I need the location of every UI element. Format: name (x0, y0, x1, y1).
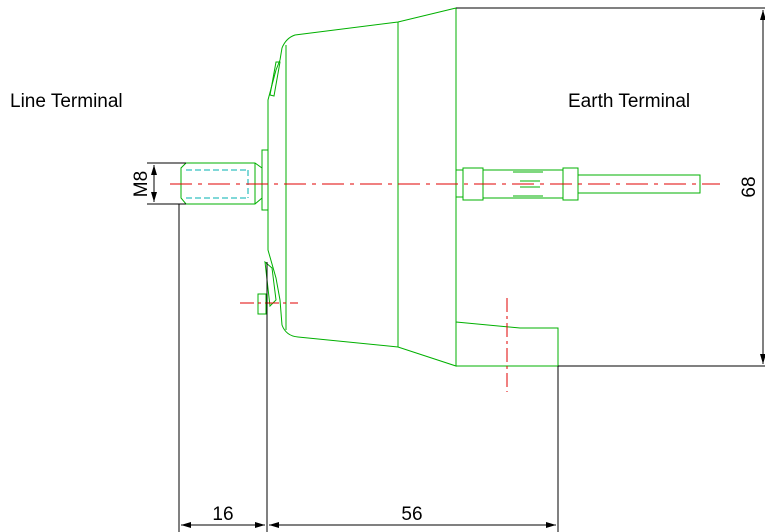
earth-terminal-block (455, 298, 559, 392)
height-value: 68 (739, 176, 760, 197)
rod-nut-2 (462, 167, 484, 201)
dimension-height: 68 (456, 7, 765, 367)
rod-nut-3 (562, 167, 579, 201)
lower-bolt-outline (257, 293, 267, 315)
lower-rib (264, 260, 277, 308)
earth-terminal-label: Earth Terminal (568, 91, 690, 112)
earth-terminal-rod (455, 167, 701, 201)
rod-end (577, 174, 701, 194)
dimension-lengths: 16 56 (178, 204, 559, 532)
line-terminal-label: Line Terminal (10, 91, 123, 112)
dimension-thread: M8 (131, 162, 186, 205)
rod-inner-detail (513, 171, 543, 197)
body-outline (267, 7, 457, 367)
insulator-body (261, 7, 457, 367)
length-16-value: 16 (212, 504, 233, 525)
lower-bolt (240, 293, 298, 315)
body-rib (269, 61, 281, 97)
length-56-value: 56 (401, 504, 422, 525)
left-flange (261, 149, 269, 211)
thread-value: M8 (131, 171, 152, 197)
earth-block-outline (455, 321, 559, 367)
